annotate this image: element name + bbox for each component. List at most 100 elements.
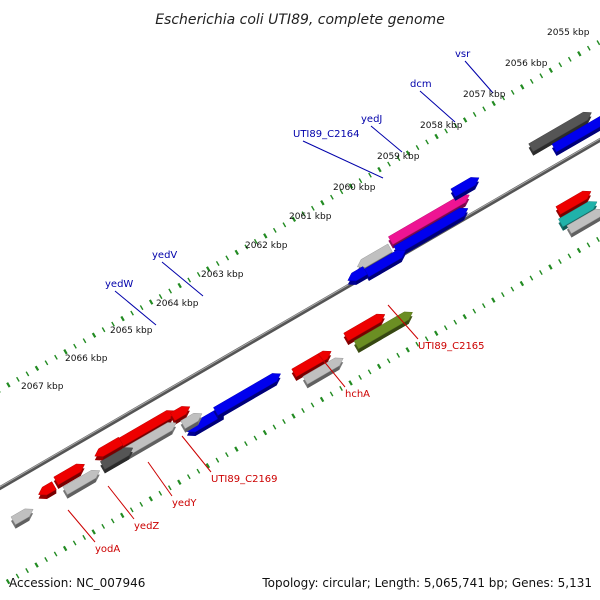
tick-mark — [482, 106, 487, 112]
tick-mark — [130, 310, 134, 316]
gene-arrow-edge — [126, 430, 173, 461]
label-leader — [387, 304, 419, 340]
gene-label-yedj: yedJ — [361, 114, 382, 125]
gene-label-yoda: yodA — [95, 544, 120, 555]
gene-arrow — [364, 249, 406, 278]
tick-mark — [148, 496, 153, 502]
genome-summary-text: Topology: circular; Length: 5,065,741 bp… — [262, 576, 592, 590]
gene-arrow-edge — [58, 471, 81, 489]
tick-mark — [225, 452, 229, 458]
map-title: Escherichia coli UTI89, complete genome — [155, 12, 445, 28]
tick-mark — [215, 260, 220, 266]
gene-arrow — [99, 447, 134, 470]
gene-arrow — [356, 243, 393, 268]
gene-arrow — [528, 111, 592, 152]
gene-arrow-edge — [15, 516, 30, 529]
gene-arrow-edge — [358, 319, 409, 353]
gene-arrow — [566, 208, 600, 234]
tick-mark — [110, 518, 115, 524]
tick-mark — [234, 446, 239, 452]
tick-mark — [348, 380, 353, 386]
accession-text: Accession: NC_007946 — [9, 576, 146, 590]
gene-arrow-edge — [398, 215, 465, 259]
tick-mark — [244, 441, 248, 447]
tick-mark — [244, 244, 249, 250]
tick-mark — [282, 222, 287, 228]
tick-mark — [434, 133, 439, 140]
label-leader — [464, 60, 494, 94]
tick-mark — [586, 45, 591, 51]
gene-label-vsr: vsr — [455, 49, 471, 60]
tick-mark — [577, 51, 582, 57]
gene-arrow-edge — [185, 421, 199, 433]
tick-mark — [25, 568, 29, 574]
tick-mark — [396, 156, 401, 162]
tick-mark — [225, 255, 230, 261]
tick-mark — [339, 189, 344, 195]
tick-mark — [329, 391, 334, 397]
tick-mark — [139, 501, 144, 507]
tick-mark — [377, 166, 382, 173]
tick-mark — [396, 352, 401, 358]
label-leader — [370, 125, 403, 153]
tick-mark — [367, 369, 372, 375]
tick-mark — [196, 468, 201, 474]
label-leader — [67, 509, 96, 543]
tick-mark — [72, 540, 77, 546]
tick-mark — [101, 523, 106, 529]
tick-label: 2066 kbp — [65, 354, 108, 364]
tick-mark — [253, 435, 258, 441]
gene-arrow-edge — [104, 455, 130, 474]
tick-mark — [443, 325, 448, 331]
tick-label: 2059 kbp — [377, 152, 420, 162]
tick-mark — [158, 490, 163, 496]
label-leaders — [67, 60, 494, 543]
tick-mark — [567, 253, 572, 259]
gene-arrow-edge — [217, 381, 277, 420]
tick-mark — [491, 297, 496, 303]
gene-label-yedy: yedY — [172, 498, 197, 509]
tick-mark — [253, 238, 258, 244]
tick-mark — [129, 507, 134, 513]
tick-mark — [444, 128, 448, 134]
tick-mark — [358, 374, 362, 380]
gene-arrow — [62, 469, 101, 495]
tick-label: 2062 kbp — [245, 241, 288, 251]
tick-mark — [539, 73, 544, 79]
tick-mark — [330, 194, 334, 200]
label-leader — [114, 290, 157, 326]
gene-arrow — [558, 201, 598, 228]
gene-arrow — [213, 373, 281, 416]
tick-mark — [576, 247, 582, 254]
gene-arrow-edge — [556, 126, 600, 156]
label-leader — [317, 353, 346, 388]
tick-mark — [34, 365, 40, 372]
gene-label-dcm: dcm — [410, 79, 432, 90]
tick-mark — [187, 277, 192, 283]
label-leader — [181, 435, 212, 473]
backbone — [0, 137, 600, 491]
tick-mark — [301, 211, 306, 217]
tick-mark — [520, 84, 525, 90]
tick-mark — [376, 363, 382, 370]
gene-label-uti89_c2165: UTI89_C2165 — [418, 341, 485, 352]
tick-mark — [263, 233, 268, 239]
gene-label-uti89_c2169: UTI89_C2169 — [211, 474, 278, 485]
gene-arrow-edge — [46, 489, 57, 499]
label-leader — [107, 485, 135, 520]
gene-arrow — [94, 436, 124, 457]
tick-mark — [158, 294, 163, 300]
tick-label: 2065 kbp — [110, 326, 153, 336]
gene-arrow — [169, 406, 191, 422]
tick-mark — [453, 319, 458, 325]
label-leader — [147, 461, 173, 497]
tick-mark — [53, 551, 58, 557]
tick-mark — [386, 358, 391, 364]
gene-arrow-edge — [296, 358, 328, 381]
tick-mark — [462, 313, 467, 320]
tick-mark — [462, 117, 468, 123]
tick-label: 2058 kbp — [420, 121, 463, 131]
gene-arrow — [302, 357, 344, 385]
tick-label: 2067 kbp — [21, 382, 64, 392]
tick-mark — [472, 308, 477, 314]
